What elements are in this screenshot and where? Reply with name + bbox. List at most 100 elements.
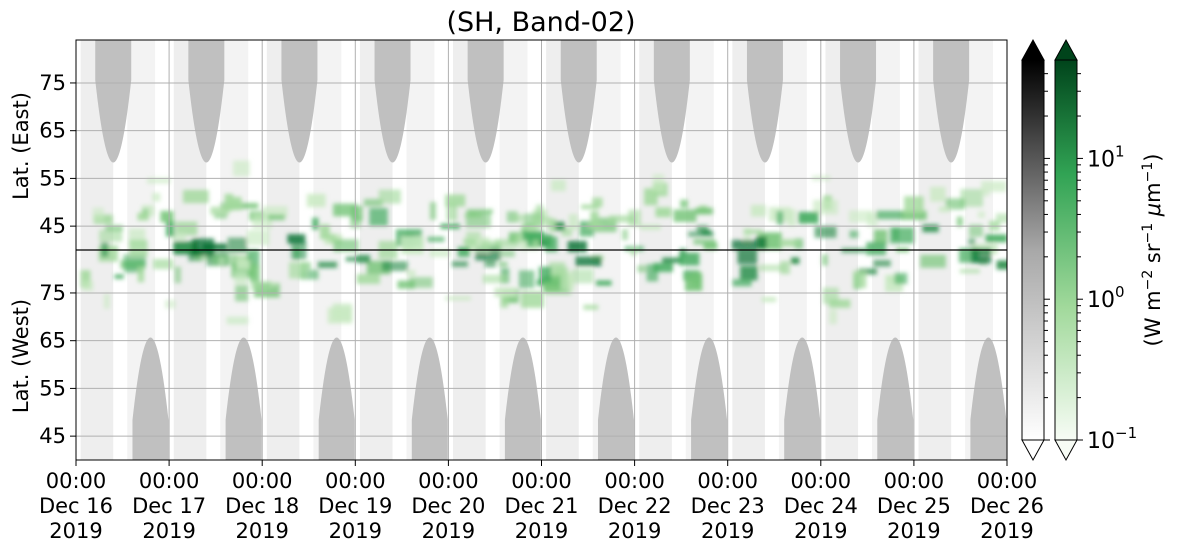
x-tick-label: Dec 26 [970, 494, 1044, 518]
aurora-pixel [985, 234, 1007, 243]
aurora-pixel [202, 243, 227, 251]
aurora-pixel [743, 229, 763, 234]
aurora-pixel [535, 204, 544, 214]
night-mask [95, 40, 1007, 460]
colorbar-green [1054, 38, 1078, 462]
aurora-pixel [494, 287, 517, 297]
aurora-pixel [270, 282, 278, 287]
x-tick-label: 2019 [142, 519, 195, 543]
night-mask-west [970, 337, 1007, 460]
aurora-pixel [369, 208, 388, 226]
aurora-pixel [329, 233, 337, 243]
aurora-pixel [696, 225, 708, 234]
aurora-pixel [551, 179, 566, 192]
aurora-pixel [829, 309, 838, 325]
aurora-pixel [873, 260, 891, 267]
aurora-pixel [363, 198, 383, 207]
aurora-pixel [429, 202, 437, 220]
chart-title: (SH, Band-02) [446, 7, 635, 38]
aurora-pixel [465, 212, 491, 228]
aurora-pixel [105, 225, 123, 232]
x-tick-label: 00:00 [791, 469, 852, 493]
x-tick-label: 2019 [235, 519, 288, 543]
aurora-pixel [137, 212, 149, 221]
aurora-pixel [549, 262, 566, 277]
aurora-pixel [750, 204, 766, 217]
aurora-pixel [306, 193, 326, 208]
colorbar-tick-label: 10−1 [1087, 424, 1137, 454]
x-tick-label: 2019 [794, 519, 847, 543]
aurora-pixel [172, 232, 187, 241]
night-mask-west [691, 337, 728, 460]
aurora-pixel [971, 248, 992, 264]
aurora-pixel [246, 230, 270, 246]
night-mask-west [225, 337, 262, 460]
aurora-pixel [214, 213, 228, 219]
aurora-pixel [429, 249, 451, 258]
aurora-pixel [538, 266, 552, 282]
aurora-pixel [518, 270, 535, 289]
aurora-pixel [382, 261, 408, 272]
colorbar-gray-extend-max [1021, 38, 1045, 61]
aurora-pixel [522, 230, 545, 241]
aurora-pixel [828, 299, 851, 308]
aurora-pixel [655, 207, 672, 218]
y-tick-label-east: 45 [39, 214, 66, 238]
aurora-pixel [236, 260, 250, 270]
aurora-pixel [590, 211, 599, 229]
aurora-pixel [814, 226, 837, 238]
aurora-pixel [922, 224, 939, 233]
y-tick-label-east: 55 [39, 166, 66, 190]
aurora-pixel [152, 192, 161, 202]
colorbar-green-body [1054, 59, 1078, 441]
aurora-pixel [288, 262, 308, 279]
y-axis-label-east: Lat. (East) [9, 92, 33, 200]
aurora-pixel [218, 257, 225, 265]
aurora-pixel [920, 254, 946, 268]
aurora-pixel [867, 212, 878, 228]
x-tick-label: 2019 [422, 519, 475, 543]
x-tick-label: Dec 24 [784, 494, 858, 518]
aurora-pixel [790, 257, 800, 264]
aurora-pixel [312, 217, 319, 230]
aurora-pixel [561, 227, 572, 237]
aurora-pixel [397, 280, 415, 289]
aurora-pixel [538, 240, 550, 246]
night-mask-east [188, 40, 225, 163]
y-tick-label-west: 45 [39, 424, 66, 448]
aurora-pixel [592, 197, 603, 208]
aurora-pixel [99, 229, 123, 242]
x-tick-label: Dec 25 [877, 494, 951, 518]
aurora-pixel [572, 269, 594, 284]
aurora-pixel [981, 189, 990, 197]
aurora-pixel [227, 237, 247, 253]
aurora-pixel [695, 207, 713, 215]
aurora-pixel [234, 271, 248, 284]
aurora-pixel [821, 254, 828, 266]
night-mask-west [877, 337, 914, 460]
night-mask-east [281, 40, 318, 163]
aurora-pixel [146, 177, 171, 184]
aurora-pixel [123, 254, 146, 267]
aurora-pixel [251, 281, 272, 290]
night-mask-east [467, 40, 504, 163]
aurora-pixel [498, 261, 508, 267]
aurora-pixel [267, 214, 285, 221]
aurora-pixel [977, 211, 986, 219]
aurora-pixel [596, 280, 612, 286]
aurora-pixel [242, 203, 259, 209]
x-tick-label: 2019 [49, 519, 102, 543]
aurora-pixel [779, 239, 802, 247]
aurora-pixel [956, 216, 963, 227]
aurora-pixel [192, 238, 215, 256]
aurora-pixel [92, 207, 104, 222]
colorbar-gray-body [1021, 59, 1045, 441]
aurora-pixel [737, 249, 758, 265]
aurora-pixel [688, 231, 714, 237]
y-tick-label-west: 75 [39, 281, 66, 305]
x-tick-label: 2019 [608, 519, 661, 543]
colorbar-label: (W m−2 sr−1 μm−1) [1140, 154, 1165, 347]
aurora-pixel [938, 206, 950, 213]
aurora-pixel [345, 256, 358, 262]
